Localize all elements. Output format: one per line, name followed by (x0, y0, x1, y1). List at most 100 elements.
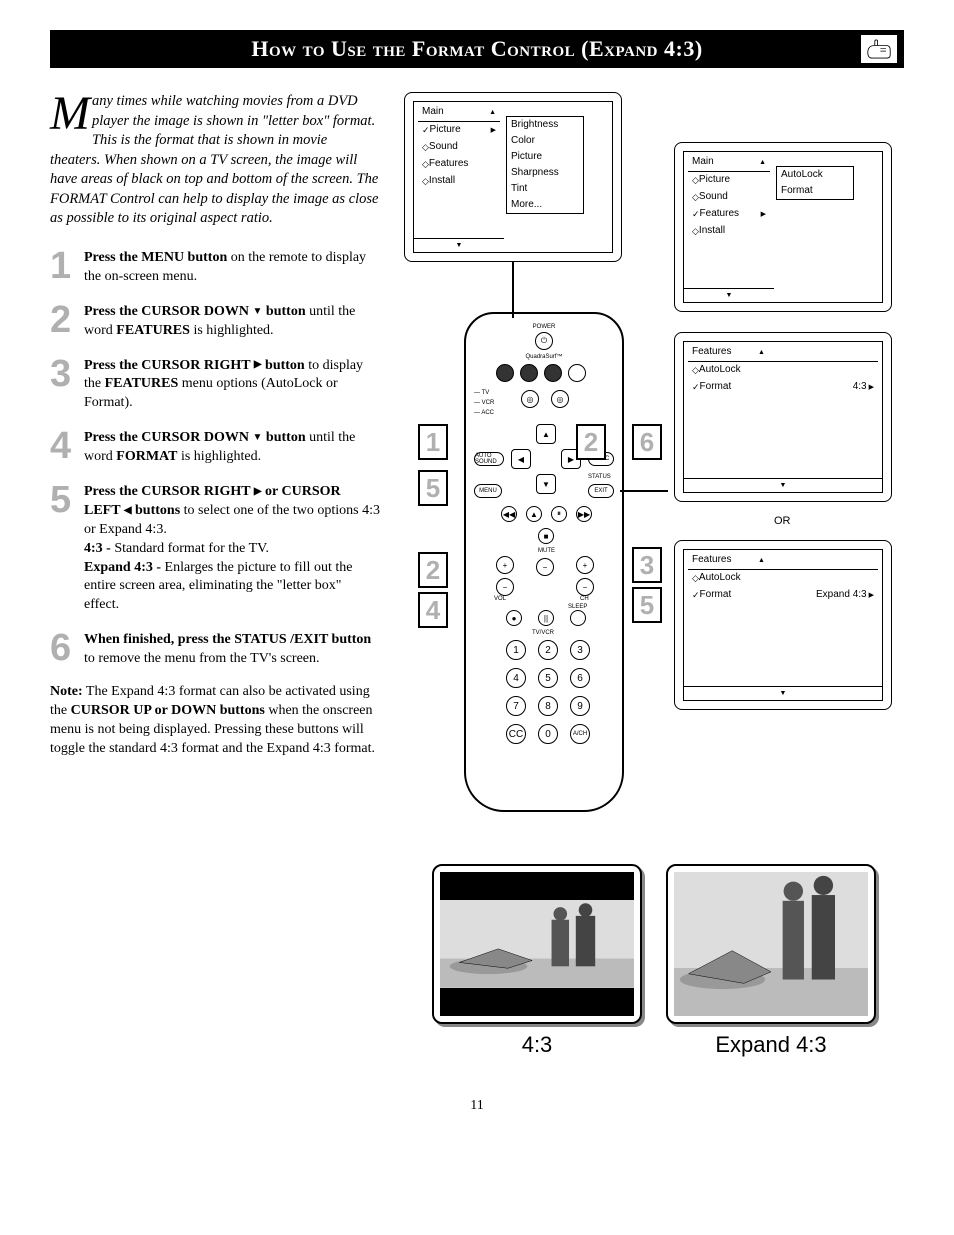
callout-5a: 5 (418, 470, 448, 506)
autosound-button[interactable]: AUTO SOUND (474, 452, 504, 466)
callout-1: 1 (418, 424, 448, 460)
numpad-1[interactable]: 1 (506, 640, 526, 660)
connector-line (512, 262, 514, 318)
note-label: Note: (50, 684, 83, 699)
menu-features-43: Features AutoLock Format4:3 (674, 332, 892, 502)
check-icon (692, 588, 700, 603)
callout-2b: 2 (418, 552, 448, 588)
rec-button[interactable]: ● (506, 610, 522, 626)
check-icon (422, 123, 430, 138)
arrow-right-icon (869, 588, 874, 603)
ch-up-button[interactable]: + (576, 556, 594, 574)
note-text: The Expand 4:3 format can also be activa… (50, 684, 375, 756)
step-number: 5 (50, 481, 84, 519)
cursor-up-button[interactable]: ▲ (536, 424, 556, 444)
step: 1Press the MENU button on the remote to … (50, 247, 380, 287)
step-number: 6 (50, 629, 84, 667)
step: 6When finished, press the STATUS /EXIT b… (50, 629, 380, 669)
step-text: Press the CURSOR RIGHT ▶ button to displ… (84, 355, 380, 414)
ch-down-button[interactable]: − (576, 578, 594, 596)
power-button[interactable]: ⏻ (535, 332, 553, 350)
instructions-column: Many times while watching movies from a … (50, 92, 380, 1058)
arrow-up-icon (758, 553, 765, 568)
pause-button[interactable]: ⏸ (551, 506, 567, 522)
check-icon (692, 380, 700, 395)
ffwd-button[interactable]: ▶▶ (576, 506, 592, 522)
step-number: 3 (50, 355, 84, 393)
play-up-button[interactable]: ▲ (526, 506, 542, 522)
intro-text: any times while watching movies from a D… (50, 93, 379, 226)
pause2-button[interactable]: || (538, 610, 554, 626)
cursor-left-button[interactable]: ◀ (511, 449, 531, 469)
step-text: Press the CURSOR RIGHT ▶ or CURSOR LEFT … (84, 481, 380, 615)
numpad-9[interactable]: 9 (570, 696, 590, 716)
step-number: 2 (50, 301, 84, 339)
arrow-down-icon (726, 289, 733, 300)
callout-5b: 5 (632, 587, 662, 623)
step: 3Press the CURSOR RIGHT ▶ button to disp… (50, 355, 380, 414)
format-comparison: 4:3 Expa (404, 864, 904, 1058)
arrow-down-icon (780, 687, 787, 698)
arrow-right-icon (869, 380, 874, 395)
numpad-2[interactable]: 2 (538, 640, 558, 660)
callout-3: 3 (632, 547, 662, 583)
diamond-icon (692, 190, 699, 205)
dropcap: M (50, 92, 92, 132)
step-text: When finished, press the STATUS /EXIT bu… (84, 629, 380, 669)
numpad-8[interactable]: 8 (538, 696, 558, 716)
numpad-5[interactable]: 5 (538, 668, 558, 688)
diamond-icon (692, 173, 699, 188)
quadrasurf-btn-3[interactable] (544, 364, 562, 382)
exit-button[interactable]: EXIT (588, 484, 614, 498)
vol-up-button[interactable]: + (496, 556, 514, 574)
label-43: 4:3 (432, 1032, 642, 1058)
vol-down-button[interactable]: − (496, 578, 514, 596)
numpad-0[interactable]: 0 (538, 724, 558, 744)
callout-6: 6 (632, 424, 662, 460)
page-title: How to Use the Format Control (Expand 4:… (251, 36, 702, 62)
step: 4Press the CURSOR DOWN ▼ button until th… (50, 427, 380, 467)
diamond-icon (422, 140, 429, 155)
arrow-down-icon (456, 239, 463, 250)
stop-button[interactable]: ■ (538, 528, 554, 544)
step-text: Press the CURSOR DOWN ▼ button until the… (84, 427, 380, 467)
check-icon (692, 207, 700, 222)
sleep-button[interactable] (570, 610, 586, 626)
diamond-icon (692, 571, 699, 586)
numpad-4[interactable]: 4 (506, 668, 526, 688)
callout-4: 4 (418, 592, 448, 628)
cursor-down-button[interactable]: ▼ (536, 474, 556, 494)
arrow-up-icon (759, 155, 766, 170)
hand-icon (860, 34, 898, 64)
menu-button[interactable]: MENU (474, 484, 502, 498)
numpad-a-ch[interactable]: A/CH (570, 724, 590, 744)
numpad-3[interactable]: 3 (570, 640, 590, 660)
step-number: 4 (50, 427, 84, 465)
step-number: 1 (50, 247, 84, 285)
numpad-cc[interactable]: CC (506, 724, 526, 744)
diamond-icon (422, 174, 429, 189)
mute-button[interactable]: − (536, 558, 554, 576)
rewind-button[interactable]: ◀◀ (501, 506, 517, 522)
page-number: 11 (50, 1098, 904, 1114)
diamond-icon (692, 363, 699, 378)
quadrasurf-btn-4[interactable] (568, 364, 586, 382)
target-btn-1[interactable]: ◎ (521, 390, 539, 408)
numpad-6[interactable]: 6 (570, 668, 590, 688)
numpad-7[interactable]: 7 (506, 696, 526, 716)
or-label: OR (774, 515, 791, 527)
quadrasurf-btn-1[interactable] (496, 364, 514, 382)
scene-illustration-icon (674, 872, 868, 1016)
callout-2a: 2 (576, 424, 606, 460)
tv-43 (432, 864, 642, 1024)
intro-paragraph: Many times while watching movies from a … (50, 92, 380, 229)
arrow-right-icon (761, 207, 766, 222)
tv-expand43 (666, 864, 876, 1024)
quadrasurf-btn-2[interactable] (520, 364, 538, 382)
target-btn-2[interactable]: ◎ (551, 390, 569, 408)
arrow-down-icon (780, 479, 787, 490)
diamond-icon (422, 157, 429, 172)
step: 5Press the CURSOR RIGHT ▶ or CURSOR LEFT… (50, 481, 380, 615)
diamond-icon (692, 224, 699, 239)
step-text: Press the CURSOR DOWN ▼ button until the… (84, 301, 380, 341)
